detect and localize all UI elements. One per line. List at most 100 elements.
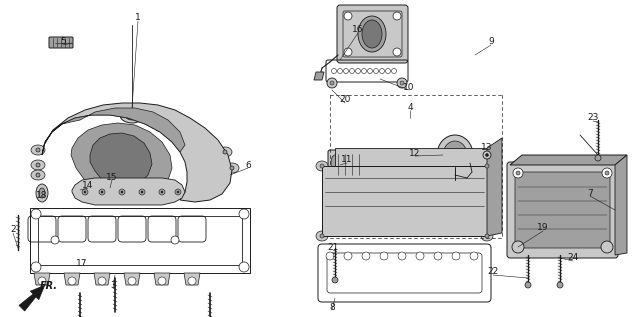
Text: 9: 9 bbox=[488, 37, 494, 47]
Circle shape bbox=[355, 68, 360, 74]
Text: 19: 19 bbox=[537, 223, 548, 232]
Ellipse shape bbox=[437, 135, 473, 175]
FancyBboxPatch shape bbox=[395, 167, 417, 195]
Circle shape bbox=[320, 234, 324, 238]
Circle shape bbox=[344, 68, 349, 74]
Circle shape bbox=[326, 252, 334, 260]
Circle shape bbox=[82, 189, 88, 195]
Ellipse shape bbox=[316, 161, 328, 171]
Circle shape bbox=[416, 252, 424, 260]
Text: 24: 24 bbox=[568, 254, 579, 262]
FancyBboxPatch shape bbox=[28, 216, 56, 242]
Circle shape bbox=[362, 68, 367, 74]
Text: 5: 5 bbox=[60, 37, 66, 47]
Polygon shape bbox=[64, 273, 80, 285]
Circle shape bbox=[380, 68, 385, 74]
FancyBboxPatch shape bbox=[178, 216, 206, 242]
Circle shape bbox=[171, 236, 179, 244]
Circle shape bbox=[84, 191, 86, 193]
Circle shape bbox=[188, 277, 196, 285]
Circle shape bbox=[344, 12, 352, 20]
Circle shape bbox=[392, 68, 397, 74]
Text: 21: 21 bbox=[327, 243, 339, 253]
Ellipse shape bbox=[31, 160, 45, 170]
Circle shape bbox=[31, 262, 41, 272]
Circle shape bbox=[601, 241, 613, 253]
Polygon shape bbox=[615, 155, 627, 255]
Text: 13: 13 bbox=[481, 144, 493, 152]
Text: 14: 14 bbox=[83, 180, 93, 190]
Circle shape bbox=[513, 168, 523, 178]
FancyBboxPatch shape bbox=[373, 167, 395, 195]
Circle shape bbox=[159, 189, 165, 195]
FancyBboxPatch shape bbox=[329, 167, 351, 195]
FancyBboxPatch shape bbox=[58, 216, 86, 242]
Circle shape bbox=[99, 189, 105, 195]
Ellipse shape bbox=[31, 170, 45, 180]
Circle shape bbox=[51, 236, 59, 244]
Circle shape bbox=[332, 277, 338, 283]
Polygon shape bbox=[42, 103, 232, 202]
Circle shape bbox=[362, 252, 370, 260]
Ellipse shape bbox=[36, 184, 48, 202]
Circle shape bbox=[139, 189, 145, 195]
Circle shape bbox=[98, 277, 106, 285]
Circle shape bbox=[516, 171, 520, 175]
FancyBboxPatch shape bbox=[439, 167, 461, 195]
FancyBboxPatch shape bbox=[351, 167, 373, 195]
Circle shape bbox=[239, 209, 249, 219]
Circle shape bbox=[602, 242, 612, 252]
Circle shape bbox=[485, 164, 489, 168]
Polygon shape bbox=[322, 166, 487, 236]
Ellipse shape bbox=[362, 20, 382, 48]
Circle shape bbox=[374, 68, 378, 74]
Circle shape bbox=[380, 252, 388, 260]
FancyBboxPatch shape bbox=[507, 162, 618, 258]
Text: 20: 20 bbox=[339, 95, 351, 105]
Circle shape bbox=[470, 252, 478, 260]
Polygon shape bbox=[30, 285, 45, 300]
Text: 12: 12 bbox=[410, 148, 420, 158]
Circle shape bbox=[36, 148, 40, 152]
FancyBboxPatch shape bbox=[49, 37, 73, 48]
Circle shape bbox=[327, 78, 337, 88]
Circle shape bbox=[177, 191, 179, 193]
Polygon shape bbox=[19, 294, 36, 311]
Polygon shape bbox=[34, 273, 50, 285]
Circle shape bbox=[434, 252, 442, 260]
Text: 11: 11 bbox=[341, 156, 353, 165]
Text: 18: 18 bbox=[36, 191, 48, 199]
Circle shape bbox=[525, 282, 531, 288]
Circle shape bbox=[68, 277, 76, 285]
Circle shape bbox=[230, 166, 234, 170]
Circle shape bbox=[602, 168, 612, 178]
Circle shape bbox=[349, 68, 355, 74]
Circle shape bbox=[486, 153, 488, 157]
Text: 23: 23 bbox=[588, 113, 598, 122]
FancyBboxPatch shape bbox=[417, 167, 439, 195]
Polygon shape bbox=[45, 108, 185, 152]
Circle shape bbox=[393, 48, 401, 56]
Text: 8: 8 bbox=[329, 302, 335, 312]
Circle shape bbox=[516, 245, 520, 249]
Circle shape bbox=[38, 277, 46, 285]
Circle shape bbox=[239, 262, 249, 272]
Circle shape bbox=[36, 173, 40, 177]
Circle shape bbox=[485, 234, 489, 238]
Circle shape bbox=[128, 277, 136, 285]
Ellipse shape bbox=[125, 110, 139, 120]
Circle shape bbox=[605, 245, 609, 249]
FancyBboxPatch shape bbox=[88, 216, 116, 242]
Circle shape bbox=[344, 252, 352, 260]
Circle shape bbox=[483, 151, 491, 159]
Circle shape bbox=[141, 191, 143, 193]
Circle shape bbox=[595, 155, 601, 161]
Circle shape bbox=[119, 189, 125, 195]
Circle shape bbox=[344, 48, 352, 56]
FancyBboxPatch shape bbox=[337, 5, 408, 63]
Polygon shape bbox=[184, 273, 200, 285]
Circle shape bbox=[158, 277, 166, 285]
Ellipse shape bbox=[225, 163, 239, 173]
Text: 17: 17 bbox=[76, 258, 88, 268]
Ellipse shape bbox=[31, 145, 45, 155]
